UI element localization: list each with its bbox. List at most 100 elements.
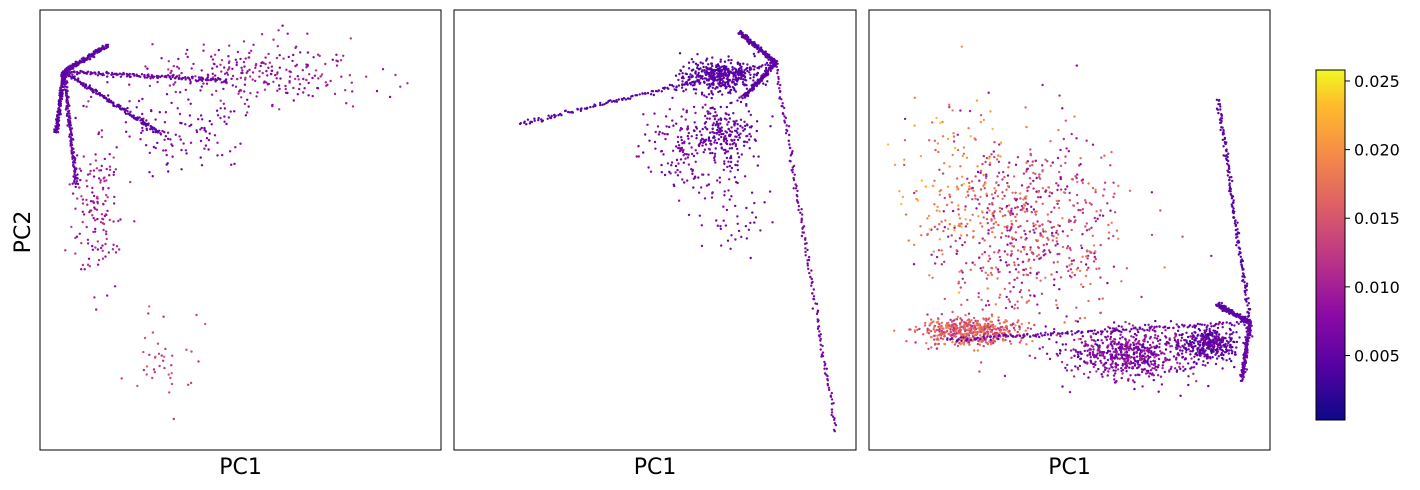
scatter-point — [637, 155, 640, 158]
scatter-point — [1020, 281, 1024, 284]
scatter-point — [713, 107, 716, 111]
trajectory-point — [800, 218, 803, 222]
trajectory-point — [829, 395, 833, 398]
scatter-point — [653, 112, 656, 115]
scatter-point — [1095, 210, 1098, 213]
scatter-point — [271, 104, 274, 108]
scatter-point — [231, 74, 235, 78]
scatter-point — [1059, 148, 1062, 152]
scatter-point — [635, 155, 638, 158]
scatter-point — [1146, 354, 1150, 357]
scatter-point — [1016, 156, 1020, 159]
scatter-point — [1041, 235, 1045, 238]
scatter-point — [1060, 360, 1064, 364]
scatter-point — [660, 163, 663, 167]
trajectory-point — [745, 67, 748, 71]
scatter-point — [979, 334, 982, 337]
scatter-point — [920, 234, 923, 237]
scatter-point — [682, 161, 685, 164]
scatter-point — [80, 268, 83, 271]
scatter-point — [991, 333, 995, 336]
scatter-point — [940, 321, 943, 324]
scatter-point — [929, 318, 933, 321]
scatter-point — [223, 72, 227, 76]
trajectory-point — [525, 123, 528, 126]
scatter-point — [154, 118, 157, 121]
scatter-point — [1092, 365, 1096, 369]
scatter-point — [1085, 229, 1089, 232]
scatter-point — [89, 95, 93, 99]
scatter-point — [1056, 253, 1059, 256]
scatter-point — [771, 115, 774, 118]
trajectory-point — [78, 80, 82, 84]
trajectory-point — [59, 86, 63, 89]
scatter-point — [1004, 319, 1007, 322]
trajectory-point — [764, 73, 767, 76]
scatter-point — [1009, 254, 1013, 257]
scatter-point — [99, 169, 103, 172]
trajectory-point — [801, 227, 804, 230]
scatter-point — [718, 127, 721, 130]
scatter-point — [104, 242, 107, 246]
scatter-point — [913, 329, 916, 332]
scatter-point — [1061, 343, 1065, 346]
trajectory-point — [151, 126, 154, 129]
scatter-point — [1155, 354, 1158, 357]
scatter-point — [744, 224, 748, 228]
scatter-point — [1050, 234, 1054, 237]
scatter-point — [943, 335, 946, 338]
scatter-point — [694, 62, 698, 65]
trajectory-point — [66, 81, 69, 84]
scatter-point — [1003, 374, 1007, 378]
scatter-point — [730, 58, 733, 62]
trajectory-point — [108, 98, 111, 101]
scatter-point — [1074, 365, 1077, 368]
scatter-point — [399, 85, 402, 88]
trajectory-point — [617, 98, 620, 101]
scatter-point — [1094, 220, 1098, 223]
trajectory-point — [827, 386, 831, 389]
scatter-point — [1036, 239, 1040, 242]
scatter-point — [727, 79, 730, 82]
scatter-point — [727, 113, 730, 117]
scatter-point — [214, 74, 217, 77]
scatter-point — [1095, 343, 1099, 346]
scatter-point — [270, 69, 274, 73]
scatter-point — [1074, 319, 1078, 323]
trajectory-point — [828, 388, 831, 392]
trajectory-point — [537, 118, 540, 122]
scatter-point — [1068, 199, 1072, 202]
scatter-point — [1176, 347, 1179, 350]
scatter-point — [1185, 331, 1188, 334]
scatter-point — [1029, 182, 1032, 185]
scatter-point — [297, 78, 300, 81]
scatter-point — [189, 82, 192, 85]
scatter-point — [1010, 226, 1013, 230]
scatter-point — [1204, 333, 1207, 336]
scatter-point — [692, 186, 695, 189]
scatter-point — [681, 80, 684, 83]
scatter-point — [1058, 352, 1062, 355]
trajectory-point — [84, 83, 88, 86]
trajectory-point — [112, 75, 115, 79]
scatter-point — [1019, 288, 1023, 292]
scatter-point — [678, 52, 682, 55]
scatter-point — [172, 83, 175, 86]
scatter-point — [172, 417, 175, 421]
scatter-point — [955, 324, 958, 327]
scatter-point — [260, 61, 263, 65]
scatter-point — [961, 341, 965, 345]
scatter-point — [89, 200, 93, 203]
scatter-point — [958, 328, 961, 331]
scatter-point — [962, 327, 965, 331]
trajectory-point — [703, 77, 707, 80]
scatter-point — [1120, 376, 1123, 380]
trajectory-point — [86, 56, 89, 60]
scatter-point — [1123, 343, 1126, 347]
scatter-point — [1076, 202, 1079, 205]
scatter-point — [1153, 360, 1157, 363]
panel-3-points — [886, 45, 1254, 397]
scatter-point — [165, 153, 168, 157]
scatter-point — [247, 105, 250, 108]
scatter-point — [684, 88, 688, 91]
